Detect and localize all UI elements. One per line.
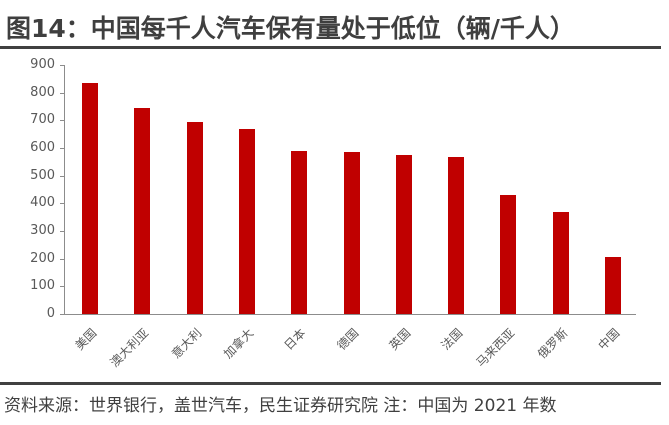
y-tick-label: 900: [30, 57, 55, 72]
bar-1: [134, 107, 151, 314]
x-tick-label: 马来西亚: [473, 325, 518, 370]
y-tick-label: 700: [30, 112, 55, 128]
bar-0: [82, 82, 98, 314]
y-tick-label: 400: [30, 195, 55, 211]
y-tick-label: 600: [30, 140, 55, 155]
x-tick-label: 德国: [333, 325, 361, 353]
y-tick-label: 500: [30, 167, 55, 183]
x-tick-label: 英国: [386, 325, 414, 353]
y-tick-label: 100: [30, 278, 55, 294]
bottom-divider: [0, 382, 661, 385]
y-tick: [60, 231, 64, 232]
top-divider: [0, 46, 661, 49]
x-tick-label: 俄罗斯: [534, 325, 571, 362]
y-tick: [60, 92, 64, 94]
x-tick-label: 中国: [595, 325, 623, 353]
bar-4: [291, 151, 308, 314]
x-tick-label: 澳大利亚: [107, 325, 152, 370]
y-tick: [60, 314, 64, 315]
y-tick: [60, 203, 64, 205]
bar-3: [238, 128, 255, 314]
x-tick-label: 法国: [438, 325, 466, 353]
bar-8: [500, 195, 517, 314]
y-tick-label: 200: [30, 250, 55, 266]
y-tick: [60, 65, 64, 66]
bar-10: [605, 257, 621, 314]
bar-9: [552, 211, 569, 314]
y-tick-label: 300: [30, 223, 55, 238]
bar-7: [448, 157, 465, 314]
y-tick: [60, 175, 64, 177]
bar-chart: 0 100 200 300 400 500 600 700 800 900 美国 澳大利亚 意大利 加拿大…: [30, 57, 636, 370]
source-note: 资料来源：世界银行，盖世汽车，民生证券研究院 注：中国为 2021 年数: [4, 396, 557, 416]
x-tick-label: 意大利: [168, 325, 204, 362]
x-tick-label: 日本: [281, 325, 309, 353]
y-tick-label: 0: [46, 306, 55, 321]
y-tick: [60, 148, 64, 149]
x-axis: [64, 314, 636, 315]
y-tick: [60, 286, 64, 288]
y-tick: [60, 258, 64, 260]
chart-title: 图14：中国每千人汽车保有量处于低位（辆/千人）: [6, 14, 575, 43]
y-axis: [64, 65, 65, 314]
x-tick-label: 加拿大: [220, 325, 257, 362]
y-tick: [60, 120, 64, 122]
bar-2: [186, 121, 203, 314]
bar-6: [395, 154, 412, 314]
bar-5: [343, 152, 360, 314]
y-tick-label: 800: [30, 84, 55, 100]
x-tick-label: 美国: [72, 325, 100, 353]
